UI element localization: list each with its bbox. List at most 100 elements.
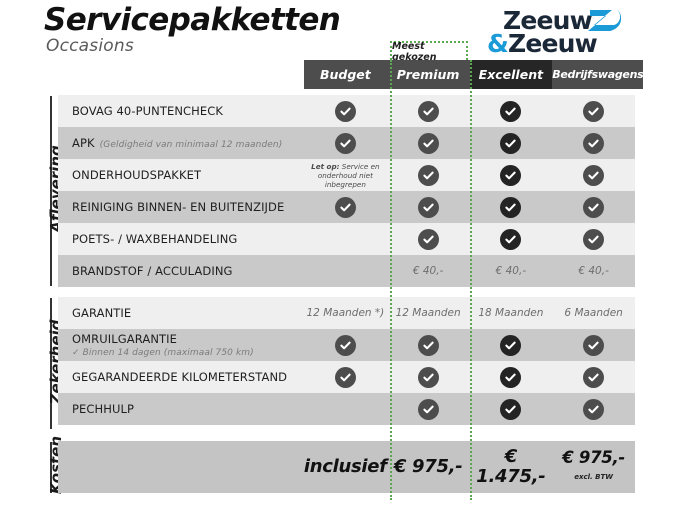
cell-value: 12 Maanden *) xyxy=(306,307,385,319)
value-cell: 12 Maanden *) xyxy=(304,297,387,329)
row-label-note: (Geldigheid van minimaal 12 maanden) xyxy=(99,140,283,150)
row-label-sub: ✓ Binnen 14 dagen (maximaal 750 km) xyxy=(72,348,254,358)
row-label-text: ONDERHOUDSPAKKET xyxy=(72,168,202,182)
table-row: GARANTIE 12 Maanden *) 12 Maanden 18 Maande… xyxy=(58,297,635,329)
value-cell: 6 Maanden xyxy=(552,297,635,329)
kosten-cell-premium: € 975,- xyxy=(387,441,470,493)
column-header-excellent[interactable]: Excellent xyxy=(469,60,553,89)
check-icon xyxy=(500,398,522,420)
check-icon-cell xyxy=(387,329,470,361)
logo-line-2: &Zeeuw xyxy=(487,29,598,58)
swoosh-z-icon xyxy=(588,7,622,42)
check-icon xyxy=(583,228,605,250)
row-label-text: GEGARANDEERDE KILOMETERSTAND xyxy=(72,370,288,384)
row-cells: Let op: Service en onderhoud niet inbegr… xyxy=(304,159,635,191)
row-cells xyxy=(304,191,635,223)
table-row: GEGARANDEERDE KILOMETERSTAND xyxy=(58,361,635,393)
column-header-bedrijfswagens[interactable]: Bedrijfswagens xyxy=(552,60,644,89)
check-icon-cell xyxy=(552,191,635,223)
check-icon xyxy=(417,398,439,420)
row-label: REINIGING BINNEN- EN BUITENZIJDE xyxy=(58,200,304,214)
row-cells: 12 Maanden *) 12 Maanden 18 Maanden 6 Maand… xyxy=(304,297,635,329)
section-rail-aflevering xyxy=(50,96,52,286)
table-row: ONDERHOUDSPAKKET Let op: Service en onder… xyxy=(58,159,635,191)
check-icon xyxy=(417,132,439,154)
row-label-text: PECHHULP xyxy=(72,402,135,416)
check-icon-cell xyxy=(387,393,470,425)
check-icon xyxy=(417,164,439,186)
row-label-text: OMRUILGARANTIE xyxy=(72,332,178,346)
row-label: GEGARANDEERDE KILOMETERSTAND xyxy=(58,370,304,384)
price-premium: € 975,- xyxy=(393,456,463,477)
row-label-text: BRANDSTOF / ACCULADING xyxy=(72,264,233,278)
row-label-text: REINIGING BINNEN- EN BUITENZIJDE xyxy=(72,200,285,214)
table-row: PECHHULP xyxy=(58,393,635,425)
value-cell: € 40,- xyxy=(387,255,470,287)
check-icon-cell xyxy=(552,95,635,127)
cell-value: 6 Maanden xyxy=(564,307,623,319)
empty-cell xyxy=(304,223,387,255)
empty-cell xyxy=(304,255,387,287)
table-row: REINIGING BINNEN- EN BUITENZIJDE xyxy=(58,191,635,223)
cell-value: € 40,- xyxy=(412,265,444,277)
check-icon xyxy=(500,196,522,218)
row-label-text: BOVAG 40-PUNTENCHECK xyxy=(72,104,224,118)
check-icon-cell xyxy=(470,127,553,159)
row-label: APK (Geldigheid van minimaal 12 maanden) xyxy=(58,136,304,150)
check-icon xyxy=(583,164,605,186)
section-zekerheid: GARANTIE 12 Maanden *) 12 Maanden 18 Maande… xyxy=(58,297,635,425)
check-icon xyxy=(500,100,522,122)
check-icon-cell xyxy=(470,223,553,255)
table-row: BRANDSTOF / ACCULADING € 40,- € 40,- € 40,- xyxy=(58,255,635,287)
kosten-cell-excellent: € 1.475,- xyxy=(470,441,553,493)
check-icon xyxy=(417,334,439,356)
logo-line-2-word: Zeeuw xyxy=(508,29,598,58)
check-icon xyxy=(334,366,356,388)
servicepakketten-page: Servicepakketten Occasions Zeeuw &Zeeuw … xyxy=(44,2,644,500)
kosten-cells: inclusief € 975,- € 1.475,- € 975,- excl.… xyxy=(304,441,635,493)
column-header-bar: Budget Premium Excellent Bedrijfswagens xyxy=(304,60,644,89)
check-icon xyxy=(334,334,356,356)
column-header-premium[interactable]: Premium xyxy=(386,60,470,89)
check-icon xyxy=(500,132,522,154)
row-cells: € 40,- € 40,- € 40,- xyxy=(304,255,635,287)
row-label: BOVAG 40-PUNTENCHECK xyxy=(58,104,304,118)
check-icon-cell xyxy=(304,191,387,223)
value-cell: 12 Maanden xyxy=(387,297,470,329)
price-bedrijfswagens-btw-note: excl. BTW xyxy=(574,472,613,481)
table-row: APK (Geldigheid van minimaal 12 maanden) xyxy=(58,127,635,159)
check-icon-cell xyxy=(470,361,553,393)
check-icon-cell xyxy=(387,127,470,159)
table-row-kosten: inclusief € 975,- € 1.475,- € 975,- excl.… xyxy=(58,441,635,493)
check-icon-cell xyxy=(552,329,635,361)
row-label: POETS- / WAXBEHANDELING xyxy=(58,232,304,246)
row-cells xyxy=(304,223,635,255)
check-icon xyxy=(583,132,605,154)
check-icon-cell xyxy=(470,191,553,223)
row-label: GARANTIE xyxy=(58,306,304,320)
check-icon xyxy=(500,164,522,186)
check-icon xyxy=(583,196,605,218)
check-icon-cell xyxy=(387,361,470,393)
check-icon-cell xyxy=(552,361,635,393)
cell-value: € 40,- xyxy=(578,265,609,277)
price-bedrijfswagens: € 975,- excl. BTW xyxy=(562,448,625,487)
page-title: Servicepakketten xyxy=(44,2,341,38)
check-icon xyxy=(500,334,522,356)
check-icon xyxy=(583,100,605,122)
check-icon xyxy=(417,366,439,388)
note-cell: Let op: Service en onderhoud niet inbegr… xyxy=(304,159,387,191)
check-icon-cell xyxy=(304,127,387,159)
check-icon xyxy=(417,228,439,250)
check-icon xyxy=(334,100,356,122)
most-chosen-badge: Meest gekozen xyxy=(390,41,468,63)
brand-logo: Zeeuw &Zeeuw xyxy=(487,8,627,60)
check-icon-cell xyxy=(470,329,553,361)
check-icon-cell xyxy=(552,223,635,255)
price-budget: inclusief xyxy=(303,456,387,477)
check-icon-cell xyxy=(552,127,635,159)
check-icon xyxy=(417,196,439,218)
check-icon-cell xyxy=(387,159,470,191)
column-header-budget[interactable]: Budget xyxy=(304,60,387,89)
row-cells xyxy=(304,329,635,361)
